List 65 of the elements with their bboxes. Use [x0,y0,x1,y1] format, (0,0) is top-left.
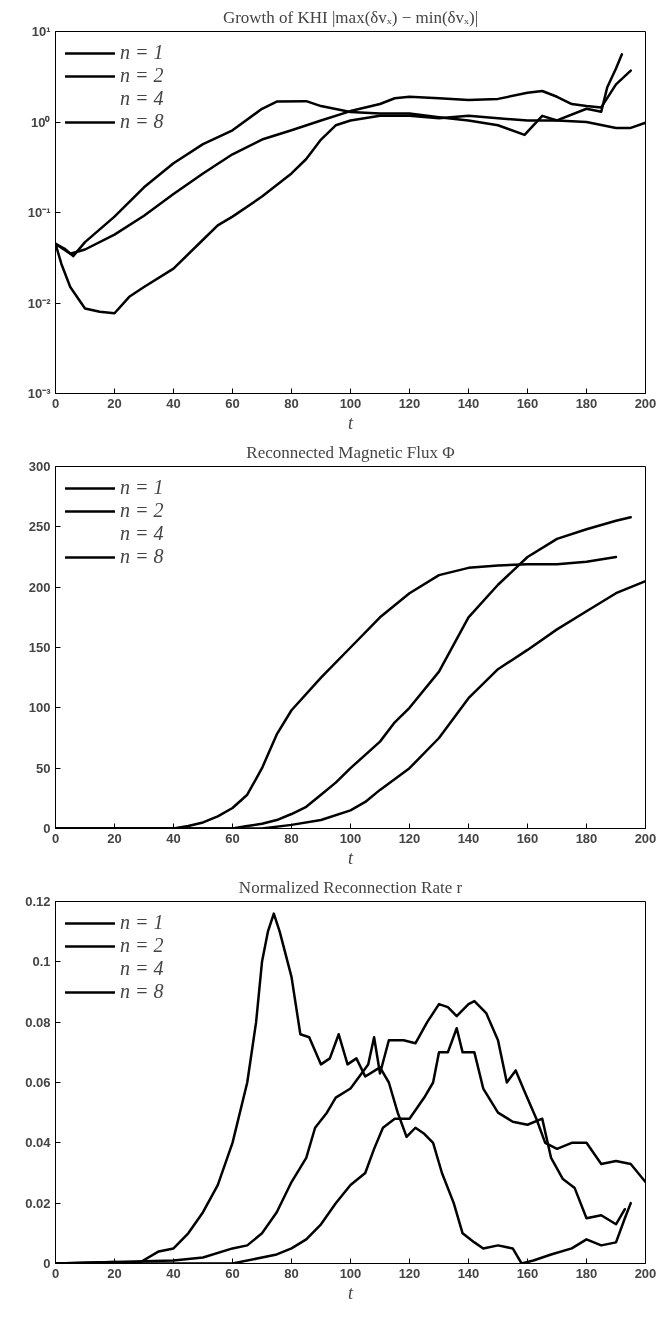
legend-label: n = 2 [120,934,164,957]
y-tick-label: 10⁰ [31,114,51,130]
x-tick-label: 20 [107,830,122,846]
text: n = 4 [120,87,164,110]
x-tick-label: 120 [398,830,421,846]
x-tick-label: 120 [398,395,421,411]
y-tick-label: 0.12 [25,894,51,909]
x-tick-label: 40 [166,830,181,846]
legend-label: n = 1 [120,476,164,499]
x-tick-label: 200 [634,395,657,411]
chart-title: Growth of KHI |max(δvₓ) − min(δvₓ)| [222,7,479,27]
y-tick-label: 10⁻² [27,295,52,311]
y-tick-label: 0.04 [25,1135,52,1151]
x-tick-label: 140 [457,395,480,411]
x-axis-title: t [348,847,354,868]
chart-title: Normalized Reconnection Rate r [238,877,463,897]
x-tick-label: 160 [516,830,539,846]
y-tick-label: 0.1 [32,954,51,970]
x-tick-label: 60 [225,830,240,846]
x-tick-label: 20 [107,1265,122,1281]
y-tick-label: 100 [28,700,51,716]
y-tick-label: 0.02 [25,1195,51,1211]
legend-label: n = 8 [120,110,164,133]
x-tick-label: 180 [575,1265,598,1281]
x-tick-label: 40 [166,395,181,411]
x-axis-title: t [348,412,354,433]
y-tick-label: 200 [28,579,51,595]
text: n = 4 [120,957,164,980]
x-tick-label: 140 [457,830,480,846]
x-tick-label: 180 [575,830,598,846]
legend-label: n = 1 [120,41,164,64]
x-tick-label: 200 [634,1265,657,1281]
legend-label: n = 1 [120,911,164,934]
legend-label: n = 2 [120,499,164,522]
legend-label: n = 8 [120,980,164,1003]
chart-title: Reconnected Magnetic Flux Φ [246,442,455,462]
x-tick-label: 20 [107,395,122,411]
y-tick-label: 0.06 [25,1075,51,1090]
y-tick-label: 250 [28,519,51,535]
legend-label: n = 2 [120,64,164,87]
x-tick-label: 180 [575,395,598,411]
y-tick-label: 10¹ [31,24,51,39]
x-tick-label: 200 [634,830,657,846]
y-tick-label: 10⁻³ [27,386,52,401]
x-tick-label: 80 [284,1265,299,1281]
y-tick-label: 0.08 [25,1014,51,1030]
y-tick-label: 10⁻¹ [27,205,51,220]
x-axis-title: t [348,1282,354,1303]
x-tick-label: 40 [166,1265,181,1281]
x-tick-label: 60 [225,1265,240,1281]
x-tick-label: 80 [284,830,299,846]
text: n = 4 [120,522,164,545]
legend-label: n = 8 [120,545,164,568]
x-tick-label: 100 [339,395,362,411]
x-tick-label: 80 [284,395,299,411]
x-tick-label: 160 [516,1265,539,1281]
y-tick-label: 150 [28,640,51,655]
x-tick-label: 100 [339,830,362,846]
x-tick-label: 60 [225,395,240,411]
y-tick-label: 300 [28,459,51,474]
x-tick-label: 140 [457,1265,480,1281]
x-tick-label: 160 [516,395,539,411]
x-tick-label: 100 [339,1265,362,1281]
x-tick-label: 120 [398,1265,421,1281]
y-tick-label: 50 [36,760,51,776]
